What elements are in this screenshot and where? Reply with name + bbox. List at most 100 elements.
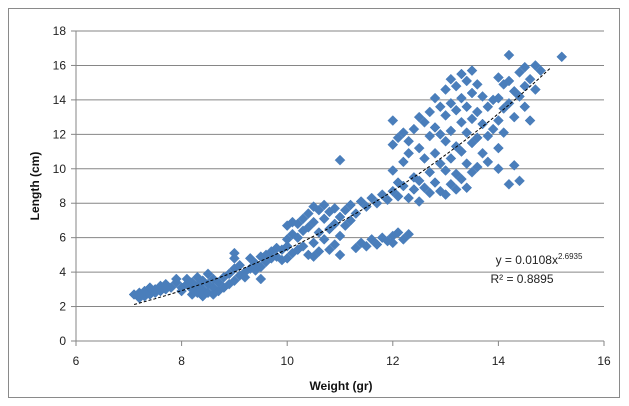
data-point: [387, 237, 399, 249]
data-point: [255, 261, 267, 273]
data-point: [424, 166, 436, 178]
data-point: [440, 110, 451, 121]
y-tick-label: 4: [59, 265, 66, 279]
data-point: [477, 91, 488, 102]
x-tick-label: 14: [492, 354, 506, 368]
data-point: [239, 271, 251, 283]
data-point: [450, 168, 462, 180]
data-point: [503, 49, 515, 61]
data-point: [350, 242, 362, 254]
data-point: [419, 153, 430, 164]
data-point: [456, 92, 467, 104]
data-point: [503, 75, 515, 87]
data-point: [413, 175, 425, 187]
data-point: [202, 268, 214, 280]
data-point: [313, 204, 325, 216]
data-point: [461, 182, 473, 194]
data-point: [514, 175, 525, 187]
data-point: [440, 84, 451, 95]
data-point: [408, 184, 420, 195]
data-point: [434, 158, 446, 169]
data-point: [387, 185, 399, 197]
data-point: [503, 178, 515, 190]
data-point: [334, 154, 346, 166]
data-point: [413, 111, 425, 123]
data-point: [493, 92, 504, 104]
data-point: [413, 142, 425, 154]
data-point: [466, 113, 478, 125]
data-point: [508, 159, 520, 171]
data-point: [403, 192, 414, 204]
data-point: [403, 147, 414, 159]
data-point: [466, 87, 478, 99]
x-tick-label: 16: [597, 354, 611, 368]
data-point: [392, 190, 404, 202]
data-point: [345, 199, 356, 211]
data-point: [482, 101, 494, 113]
data-point: [318, 199, 330, 211]
trendline: [133, 66, 552, 305]
data-point: [419, 182, 430, 194]
data-point: [524, 115, 536, 126]
data-point: [339, 220, 351, 231]
data-point: [392, 227, 404, 238]
y-tick-label: 10: [53, 162, 67, 176]
data-point: [471, 79, 483, 90]
data-point: [424, 130, 436, 142]
data-point: [466, 65, 478, 76]
data-point: [445, 125, 457, 137]
data-point: [292, 232, 304, 244]
data-point: [445, 73, 457, 85]
data-point: [493, 163, 504, 175]
data-point: [434, 101, 446, 113]
data-point: [482, 156, 494, 168]
data-point: [466, 137, 478, 149]
x-tick-label: 6: [73, 354, 80, 368]
data-point: [403, 135, 414, 147]
data-point: [255, 273, 267, 285]
data-point: [308, 216, 319, 228]
data-point: [519, 61, 531, 73]
data-point: [419, 116, 430, 128]
y-tick-label: 16: [53, 58, 67, 72]
data-point: [530, 60, 541, 71]
data-point: [461, 127, 473, 138]
data-point: [318, 234, 330, 245]
data-point: [387, 139, 399, 151]
data-point: [302, 208, 314, 219]
data-point: [493, 115, 504, 126]
data-point: [471, 161, 483, 173]
data-point: [297, 240, 309, 252]
data-point: [329, 239, 341, 250]
data-point: [223, 268, 235, 280]
data-point: [508, 85, 520, 97]
data-point: [313, 246, 325, 257]
data-point: [398, 180, 409, 192]
data-point: [524, 73, 536, 85]
x-tick-label: 12: [386, 354, 400, 368]
trendline-r-squared: R² = 0.8895: [490, 272, 553, 286]
data-point: [170, 273, 182, 285]
data-point: [329, 218, 341, 230]
data-point: [440, 165, 451, 176]
data-point: [366, 234, 378, 245]
data-point: [408, 123, 420, 135]
data-point: [302, 221, 314, 233]
data-point: [530, 84, 541, 95]
data-point: [461, 158, 473, 169]
data-point: [482, 130, 494, 142]
axes: 0 2 4 6 8 10 12 14 16 18 6 8 10 12 14 16: [53, 24, 611, 368]
data-point: [477, 118, 488, 130]
data-point: [244, 252, 256, 264]
data-point: [403, 228, 414, 240]
data-point: [413, 196, 425, 207]
data-point: [471, 106, 483, 118]
data-point: [334, 230, 346, 242]
trendline-equation-exponent: 2.6935: [558, 252, 583, 261]
data-point: [371, 197, 383, 209]
data-point: [382, 194, 393, 206]
data-point: [361, 240, 372, 252]
x-tick-label: 10: [281, 354, 295, 368]
data-point: [477, 147, 488, 159]
data-point: [440, 135, 451, 147]
